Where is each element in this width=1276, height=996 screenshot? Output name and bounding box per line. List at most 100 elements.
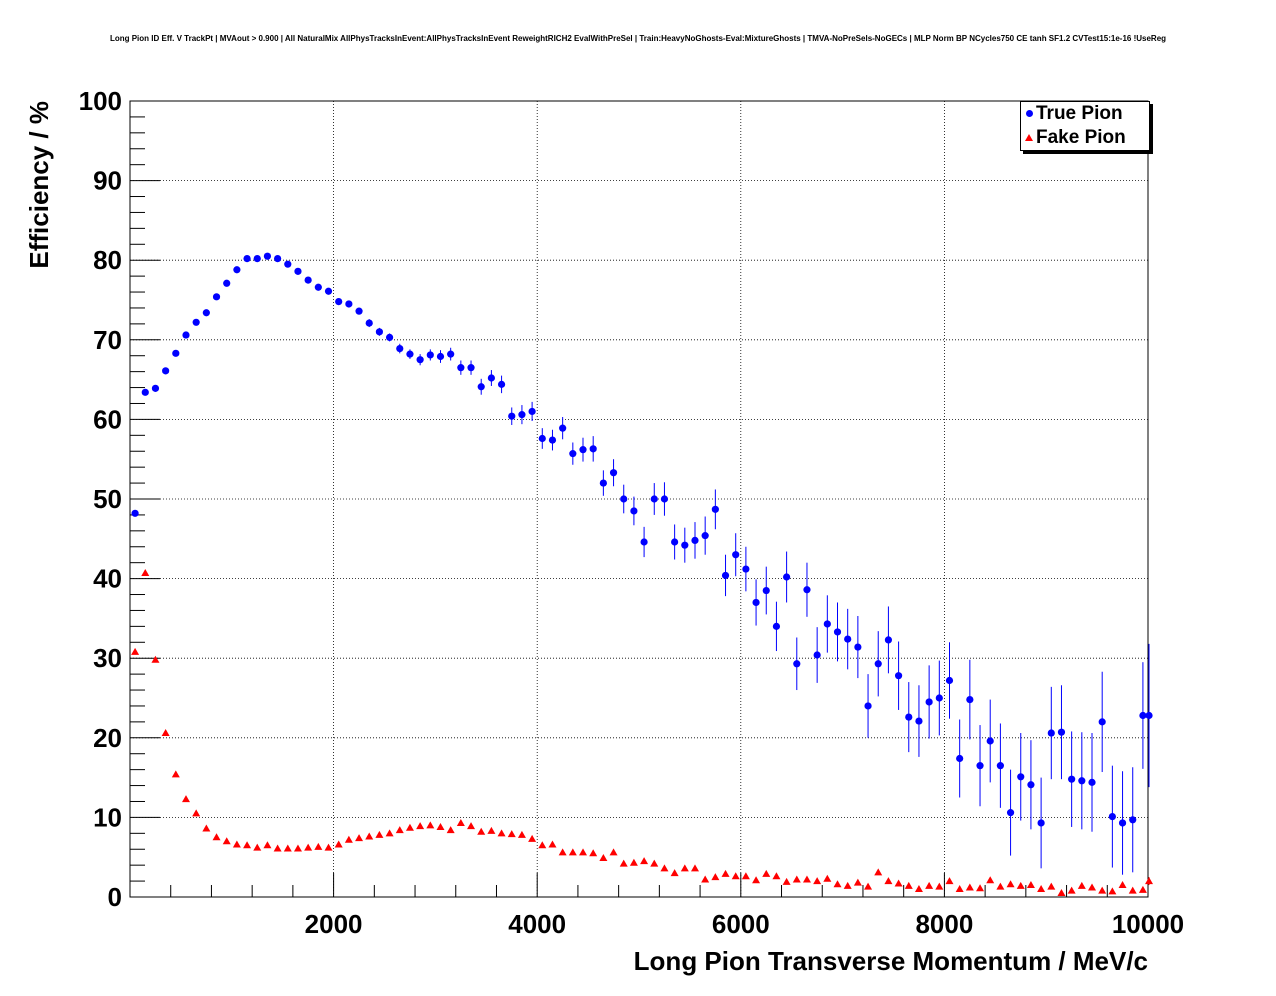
x-tick-label: 2000 bbox=[305, 909, 363, 939]
data-point-fake-pion bbox=[375, 830, 384, 838]
data-point-true-pion bbox=[569, 450, 577, 458]
data-point-true-pion bbox=[141, 388, 149, 396]
data-point-true-pion bbox=[874, 660, 882, 668]
data-point-true-pion bbox=[711, 505, 719, 513]
data-point-fake-pion bbox=[1145, 877, 1154, 885]
data-point-fake-pion bbox=[141, 569, 150, 577]
data-point-true-pion bbox=[620, 495, 628, 503]
data-point-true-pion bbox=[742, 565, 750, 573]
data-point-fake-pion bbox=[650, 859, 659, 867]
x-tick-label: 4000 bbox=[508, 909, 566, 939]
data-point-fake-pion bbox=[395, 826, 404, 834]
data-point-true-pion bbox=[324, 287, 333, 295]
data-point-fake-pion bbox=[792, 875, 801, 883]
data-point-fake-pion bbox=[1108, 887, 1117, 895]
data-point-fake-pion bbox=[823, 874, 832, 882]
data-point-true-pion bbox=[477, 383, 485, 391]
data-point-fake-pion bbox=[304, 843, 313, 851]
data-point-fake-pion bbox=[762, 869, 771, 877]
data-point-true-pion bbox=[803, 586, 811, 594]
data-point-true-pion bbox=[294, 267, 302, 275]
data-point-fake-pion bbox=[955, 885, 964, 893]
data-point-true-pion bbox=[538, 434, 546, 443]
data-point-fake-pion bbox=[385, 829, 394, 837]
data-point-true-pion bbox=[365, 319, 373, 327]
series-fake-pion bbox=[131, 569, 1154, 897]
data-point-true-pion bbox=[528, 407, 536, 416]
data-point-true-pion bbox=[304, 276, 312, 284]
data-point-fake-pion bbox=[996, 882, 1005, 890]
data-point-fake-pion bbox=[517, 830, 526, 838]
data-point-true-pion bbox=[864, 702, 872, 710]
data-point-fake-pion bbox=[884, 877, 893, 885]
data-point-fake-pion bbox=[467, 822, 476, 830]
data-point-true-pion bbox=[844, 635, 852, 643]
data-point-fake-pion bbox=[1088, 883, 1097, 891]
data-point-fake-pion bbox=[405, 823, 414, 831]
data-point-fake-pion bbox=[1057, 889, 1066, 897]
data-point-true-pion bbox=[823, 620, 831, 628]
x-tick-label: 10000 bbox=[1112, 909, 1184, 939]
data-point-true-pion bbox=[253, 255, 261, 263]
data-point-fake-pion bbox=[853, 878, 862, 886]
data-point-true-pion bbox=[457, 364, 465, 372]
data-point-true-pion bbox=[335, 297, 343, 306]
data-point-true-pion bbox=[783, 573, 791, 581]
data-point-true-pion bbox=[355, 307, 363, 315]
data-point-fake-pion bbox=[131, 647, 140, 655]
data-point-fake-pion bbox=[202, 824, 211, 832]
data-point-fake-pion bbox=[355, 834, 364, 842]
data-point-fake-pion bbox=[1118, 881, 1127, 889]
chart-title: Long Pion ID Eff. V TrackPt | MVAout > 0… bbox=[109, 34, 1167, 43]
data-point-true-pion bbox=[548, 436, 557, 444]
data-point-fake-pion bbox=[365, 832, 374, 840]
data-point-fake-pion bbox=[1138, 885, 1147, 893]
data-point-true-pion bbox=[894, 672, 903, 680]
data-point-true-pion bbox=[732, 551, 740, 559]
data-point-fake-pion bbox=[640, 857, 649, 865]
y-tick-label: 60 bbox=[93, 404, 122, 434]
data-point-true-pion bbox=[1057, 728, 1066, 736]
data-point-true-pion bbox=[599, 479, 607, 487]
data-point-true-pion bbox=[406, 350, 414, 358]
data-point-fake-pion bbox=[1077, 881, 1086, 889]
data-point-true-pion bbox=[508, 412, 516, 420]
data-point-true-pion bbox=[172, 349, 180, 357]
data-point-true-pion bbox=[986, 737, 994, 745]
data-point-fake-pion bbox=[1067, 886, 1076, 894]
y-tick-label: 50 bbox=[93, 484, 122, 514]
data-point-fake-pion bbox=[660, 864, 669, 872]
data-point-fake-pion bbox=[263, 841, 272, 849]
circle-marker-icon bbox=[1025, 110, 1033, 118]
data-point-true-pion bbox=[375, 328, 384, 336]
data-point-fake-pion bbox=[181, 795, 190, 803]
data-point-true-pion bbox=[263, 252, 272, 260]
data-point-fake-pion bbox=[456, 818, 465, 826]
data-point-true-pion bbox=[1129, 816, 1137, 824]
data-point-fake-pion bbox=[619, 859, 628, 867]
data-point-fake-pion bbox=[334, 840, 343, 848]
data-point-true-pion bbox=[793, 660, 801, 668]
data-point-fake-pion bbox=[477, 827, 486, 835]
data-point-true-pion bbox=[813, 651, 821, 659]
data-point-fake-pion bbox=[487, 826, 496, 834]
data-point-true-pion bbox=[772, 622, 781, 630]
data-point-true-pion bbox=[284, 260, 292, 268]
data-point-fake-pion bbox=[864, 882, 873, 890]
y-tick-label: 30 bbox=[93, 643, 122, 673]
data-point-true-pion bbox=[833, 628, 842, 636]
data-point-fake-pion bbox=[283, 844, 292, 852]
y-tick-label: 10 bbox=[93, 802, 122, 832]
data-point-true-pion bbox=[1006, 809, 1015, 817]
triangle-marker-icon bbox=[1025, 134, 1033, 142]
data-point-fake-pion bbox=[1128, 886, 1137, 894]
data-point-true-pion bbox=[243, 255, 251, 263]
data-point-true-pion bbox=[721, 571, 730, 580]
data-point-true-pion bbox=[1139, 711, 1147, 720]
data-point-fake-pion bbox=[344, 835, 353, 843]
data-point-fake-pion bbox=[1098, 886, 1107, 894]
data-point-true-pion bbox=[996, 762, 1004, 770]
data-point-fake-pion bbox=[976, 884, 985, 892]
series-true-pion bbox=[131, 252, 1153, 875]
data-point-true-pion bbox=[579, 446, 587, 454]
